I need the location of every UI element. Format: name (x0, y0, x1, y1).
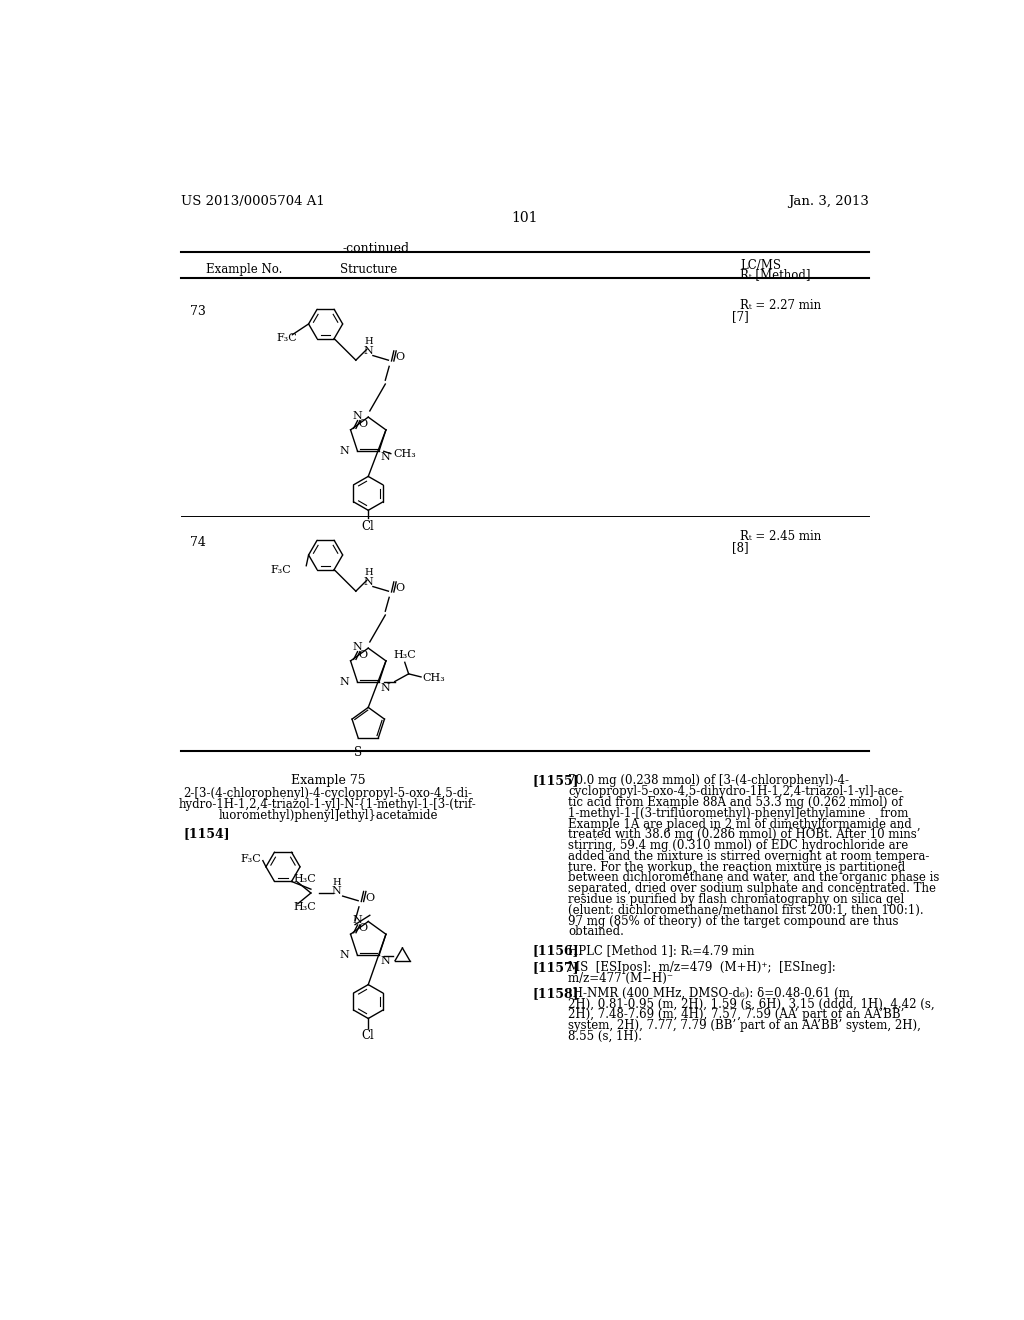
Text: N: N (352, 642, 362, 652)
Text: N: N (352, 411, 362, 421)
Text: [1158]: [1158] (532, 987, 579, 1001)
Text: Cl: Cl (361, 1030, 375, 1043)
Text: cyclopropyl-5-oxo-4,5-dihydro-1H-1,2,4-triazol-1-yl]-ace-: cyclopropyl-5-oxo-4,5-dihydro-1H-1,2,4-t… (568, 785, 902, 799)
Text: H: H (332, 878, 341, 887)
Text: CH₃: CH₃ (423, 673, 445, 682)
Text: Rₜ [Method]: Rₜ [Method] (740, 268, 811, 281)
Text: N: N (340, 950, 349, 960)
Text: between dichloromethane and water, and the organic phase is: between dichloromethane and water, and t… (568, 871, 940, 884)
Text: Example 75: Example 75 (291, 775, 366, 788)
Text: N: N (381, 451, 390, 462)
Text: ture. For the workup, the reaction mixture is partitioned: ture. For the workup, the reaction mixtu… (568, 861, 905, 874)
Text: [1155]: [1155] (532, 775, 579, 788)
Text: F₃C: F₃C (270, 565, 292, 576)
Text: separated, dried over sodium sulphate and concentrated. The: separated, dried over sodium sulphate an… (568, 882, 936, 895)
Text: N: N (340, 677, 349, 686)
Text: m/z=477 (M−H)⁻: m/z=477 (M−H)⁻ (568, 972, 674, 985)
Text: 97 mg (85% of theory) of the target compound are thus: 97 mg (85% of theory) of the target comp… (568, 915, 899, 928)
Text: 2H), 7.48-7.69 (m, 4H), 7.57, 7.59 (AA’ part of an AA’BB’: 2H), 7.48-7.69 (m, 4H), 7.57, 7.59 (AA’ … (568, 1008, 904, 1022)
Text: [7]: [7] (732, 310, 749, 323)
Text: N: N (381, 957, 390, 966)
Text: Example 1A are placed in 2 ml of dimethylformamide and: Example 1A are placed in 2 ml of dimethy… (568, 817, 912, 830)
Text: (eluent: dichloromethane/methanol first 200:1, then 100:1).: (eluent: dichloromethane/methanol first … (568, 904, 924, 917)
Text: system, 2H), 7.77, 7.79 (BB’ part of an AA’BB’ system, 2H),: system, 2H), 7.77, 7.79 (BB’ part of an … (568, 1019, 921, 1032)
Text: added and the mixture is stirred overnight at room tempera-: added and the mixture is stirred overnig… (568, 850, 930, 863)
Text: 8.55 (s, 1H).: 8.55 (s, 1H). (568, 1030, 642, 1043)
Text: N: N (364, 577, 373, 587)
Text: ¹H-NMR (400 MHz, DMSO-d₆): δ=0.48-0.61 (m,: ¹H-NMR (400 MHz, DMSO-d₆): δ=0.48-0.61 (… (568, 987, 854, 1001)
Text: H: H (364, 569, 373, 577)
Text: 1-methyl-1-[(3-trifluoromethyl)-phenyl]ethylamine    from: 1-methyl-1-[(3-trifluoromethyl)-phenyl]e… (568, 807, 908, 820)
Text: H₃C: H₃C (293, 902, 315, 912)
Text: Structure: Structure (340, 263, 397, 276)
Text: Rₜ = 2.45 min: Rₜ = 2.45 min (740, 531, 821, 544)
Text: [1157]: [1157] (532, 961, 580, 974)
Text: tic acid from Example 88A and 53.3 mg (0.262 mmol) of: tic acid from Example 88A and 53.3 mg (0… (568, 796, 903, 809)
Text: O: O (358, 649, 368, 660)
Text: O: O (395, 583, 404, 593)
Text: MS  [ESIpos]:  m/z=479  (M+H)⁺;  [ESIneg]:: MS [ESIpos]: m/z=479 (M+H)⁺; [ESIneg]: (568, 961, 836, 974)
Text: 70.0 mg (0.238 mmol) of [3-(4-chlorophenyl)-4-: 70.0 mg (0.238 mmol) of [3-(4-chlorophen… (568, 775, 849, 788)
Text: HPLC [Method 1]: Rₜ=4.79 min: HPLC [Method 1]: Rₜ=4.79 min (568, 944, 755, 957)
Text: O: O (358, 923, 368, 933)
Text: Jan. 3, 2013: Jan. 3, 2013 (788, 195, 869, 209)
Text: N: N (381, 682, 390, 693)
Text: [1154]: [1154] (183, 826, 230, 840)
Text: H: H (364, 338, 373, 346)
Text: H₃C: H₃C (393, 649, 416, 660)
Text: Cl: Cl (361, 520, 375, 532)
Text: 2H), 0.81-0.95 (m, 2H), 1.59 (s, 6H), 3.15 (dddd, 1H), 4.42 (s,: 2H), 0.81-0.95 (m, 2H), 1.59 (s, 6H), 3.… (568, 998, 935, 1011)
Text: obtained.: obtained. (568, 925, 624, 939)
Text: F₃C: F₃C (276, 333, 298, 343)
Text: LC/MS: LC/MS (740, 259, 781, 272)
Text: luoromethyl)phenyl]ethyl}acetamide: luoromethyl)phenyl]ethyl}acetamide (218, 809, 437, 822)
Text: O: O (366, 892, 375, 903)
Text: treated with 38.6 mg (0.286 mmol) of HOBt. After 10 mins’: treated with 38.6 mg (0.286 mmol) of HOB… (568, 829, 921, 841)
Text: N: N (340, 446, 349, 455)
Text: O: O (358, 418, 368, 429)
Text: -continued: -continued (342, 242, 410, 255)
Text: 74: 74 (189, 536, 206, 549)
Text: Rₜ = 2.27 min: Rₜ = 2.27 min (740, 300, 821, 313)
Text: N: N (364, 346, 373, 356)
Text: 73: 73 (189, 305, 206, 318)
Text: hydro-1H-1,2,4-triazol-1-yl]-N-{1-methyl-1-[3-(trif-: hydro-1H-1,2,4-triazol-1-yl]-N-{1-methyl… (179, 799, 477, 812)
Text: F₃C: F₃C (241, 854, 261, 865)
Text: residue is purified by flash chromatography on silica gel: residue is purified by flash chromatogra… (568, 892, 904, 906)
Text: US 2013/0005704 A1: US 2013/0005704 A1 (180, 195, 325, 209)
Text: N: N (332, 887, 341, 896)
Text: [8]: [8] (732, 541, 749, 554)
Text: CH₃: CH₃ (393, 449, 416, 459)
Text: H₃C: H₃C (293, 874, 315, 884)
Text: N: N (352, 915, 362, 925)
Text: [1156]: [1156] (532, 944, 579, 957)
Text: O: O (395, 352, 404, 362)
Text: stirring, 59.4 mg (0.310 mmol) of EDC hydrochloride are: stirring, 59.4 mg (0.310 mmol) of EDC hy… (568, 840, 908, 853)
Text: S: S (354, 746, 362, 759)
Text: Example No.: Example No. (206, 263, 282, 276)
Text: 101: 101 (512, 211, 538, 224)
Text: 2-[3-(4-chlorophenyl)-4-cyclopropyl-5-oxo-4,5-di-: 2-[3-(4-chlorophenyl)-4-cyclopropyl-5-ox… (183, 788, 472, 800)
